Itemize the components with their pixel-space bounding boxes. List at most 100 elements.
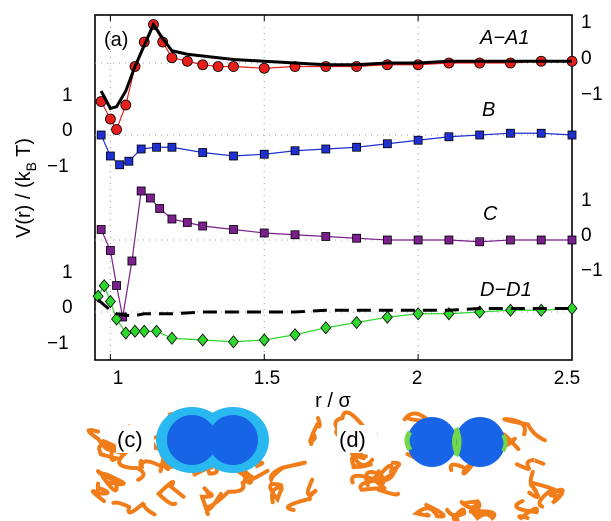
polymer-strand [372,467,399,491]
data-point [124,156,134,166]
y-tick-label: −1 [47,156,69,177]
polymer-strand [537,487,565,509]
patchy-halo [404,430,413,452]
polymer-strand [90,481,110,504]
data-point [259,149,269,159]
y-axis-label-main: V(r) / (k [13,170,35,238]
data-point [198,221,208,231]
data-point [506,235,515,245]
data-point [105,246,115,255]
particle [407,417,457,467]
data-point [104,294,116,309]
data-point [567,235,577,245]
data-point [120,99,132,111]
polymer-strand [514,499,539,521]
data-point [536,235,546,245]
y-tick-label: −1 [47,333,69,354]
data-point [115,160,125,170]
data-point [127,256,137,266]
data-point [197,333,209,347]
particle [455,417,505,467]
data-point [504,303,516,317]
data-point [104,113,116,125]
series-line [97,284,573,343]
polymer-strand [459,499,482,516]
data-point [474,57,486,69]
data-point [444,132,454,142]
data-point [112,281,121,290]
y-tick-label: 1 [62,262,73,283]
series-label-c: C [483,203,498,225]
y-tick-label: 0 [62,120,73,141]
plot-frame [94,14,573,361]
x-tick-label: 1.5 [254,368,280,389]
data-point [167,142,177,152]
y-tick-label: 0 [581,48,592,69]
data-point [229,225,238,234]
polymer-strand [375,460,402,486]
data-point [229,151,238,161]
polymer-strand [97,442,121,462]
data-point [289,328,301,342]
x-tick-label: 2 [412,368,423,389]
polymer-strand [308,416,322,446]
data-point [535,303,547,317]
y-axis-label-sub: B [23,162,39,171]
polymer-strand [445,507,467,521]
series-label-b: B [482,99,495,121]
polymer-strand [268,482,285,505]
data-point [321,144,331,154]
y-tick-label: 1 [62,85,73,106]
polymer-strand [502,417,547,443]
y-axis-label-tail: T) [13,138,35,162]
data-point [120,326,132,340]
polymer-strand [86,428,116,452]
grid [95,15,573,360]
data-point [536,128,546,138]
polymer-strand [96,469,125,487]
polymer-strand [111,500,157,517]
panel-label: (a) [104,29,128,51]
reference-curve [99,21,572,111]
polymer-strand [358,477,400,497]
data-point [566,301,578,316]
data-point [129,324,141,338]
y-tick-label: 1 [581,12,592,33]
data-point [145,193,155,203]
data-point [227,335,240,349]
data-point [111,312,123,326]
x-axis-label: r / σ [315,390,351,412]
data-point [105,151,115,161]
inset-label-bg [116,425,154,453]
series-label-d-d1: D−D1 [480,279,532,301]
data-point [412,59,424,71]
data-point [111,124,122,135]
data-point [443,57,455,69]
data-point [351,61,362,72]
series-layer [92,19,578,349]
data-point [155,204,165,213]
x-ticks: 1 1.5 2 2.5 [113,368,581,389]
data-point [352,142,361,152]
polymer-strand [155,479,186,507]
inset-label: (d) [339,427,366,452]
particle [208,415,258,465]
data-point [381,59,393,71]
data-point [444,235,454,245]
left-y-ticks: 1 0 −1 1 0 −1 [47,85,73,354]
data-point [290,146,300,156]
data-point [152,142,161,152]
data-point [506,128,515,138]
data-point [413,235,423,245]
data-point [382,235,392,245]
data-point [182,218,192,227]
y-tick-label: −1 [581,260,603,281]
particle [167,415,217,465]
data-point [413,135,423,145]
polymer-strand [515,457,546,471]
data-point [151,324,163,338]
data-point [381,310,393,324]
polymer-strand [268,460,307,485]
data-point [166,331,178,345]
data-point [136,186,146,196]
